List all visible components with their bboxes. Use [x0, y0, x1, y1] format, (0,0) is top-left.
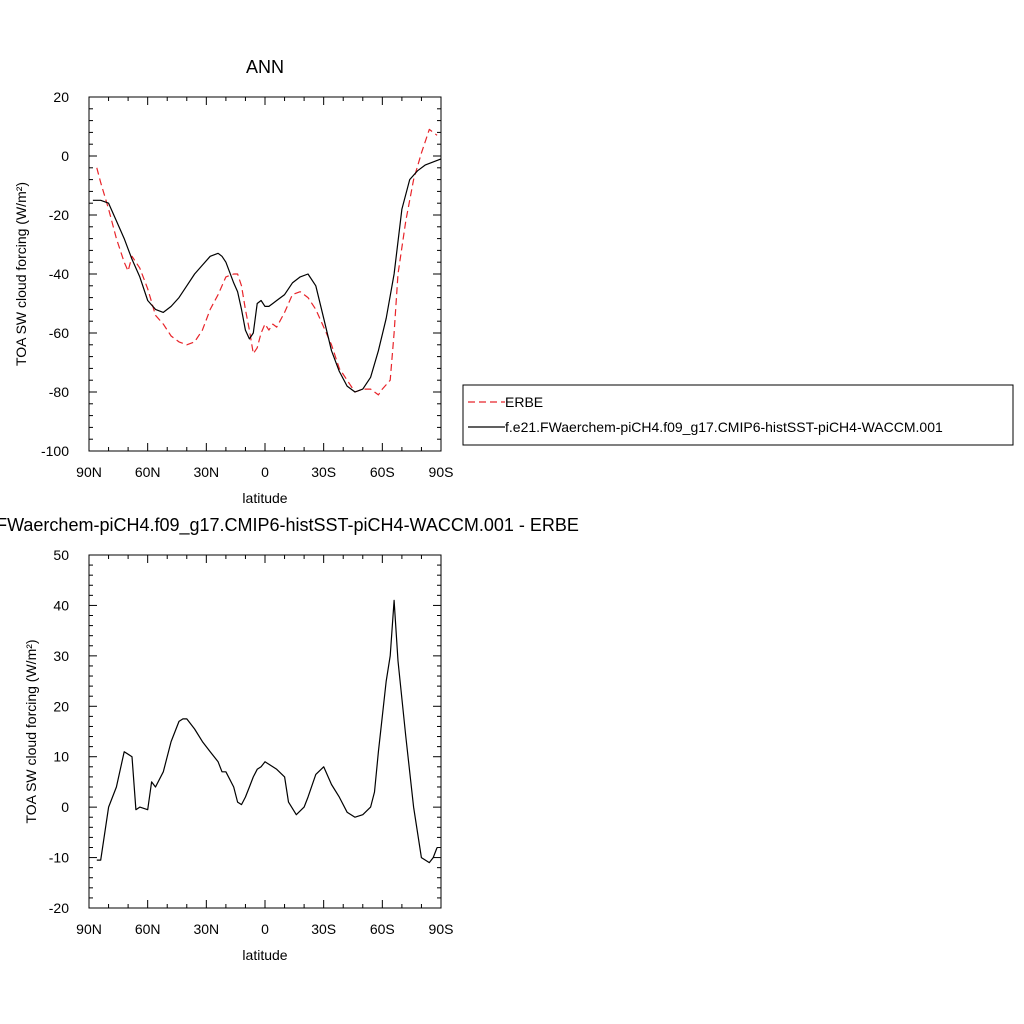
- x-tick-label: 60N: [135, 921, 161, 937]
- x-tick-label: 30S: [311, 464, 336, 480]
- y-tick-label: -100: [41, 443, 69, 459]
- series-line-model: [92, 158, 442, 393]
- legend-label: ERBE: [505, 394, 543, 410]
- y-tick-label: 10: [53, 749, 69, 765]
- legend: ERBE f.e21.FWaerchem-piCH4.f09_g17.CMIP6-…: [462, 384, 1014, 446]
- x-tick-label: 60S: [370, 921, 395, 937]
- y-tick-label: -40: [49, 266, 69, 282]
- legend-box: [462, 384, 1014, 446]
- series-line-erbe: [96, 128, 438, 396]
- y-tick-label: 20: [53, 698, 69, 714]
- y-tick-label: -80: [49, 384, 69, 400]
- x-tick-label: 90N: [76, 464, 102, 480]
- chart-title: ANN: [246, 57, 284, 77]
- top-panel: ANN 20 0 -20 -40 -60 -80 -100 90N 60N 30N 0 30S 60S 90…: [13, 57, 453, 506]
- x-tick-label: 30N: [193, 464, 219, 480]
- y-tick-label: -60: [49, 325, 69, 341]
- x-tick-label: 30N: [193, 921, 219, 937]
- y-tick-label: 40: [53, 597, 69, 613]
- chart-title: f.e21.FWaerchem-piCH4.f09_g17.CMIP6-hist…: [0, 515, 579, 536]
- x-tick-label: 90S: [429, 464, 454, 480]
- y-tick-label: 0: [61, 148, 69, 164]
- y-tick-label: 50: [53, 547, 69, 563]
- x-tick-label: 60N: [135, 464, 161, 480]
- y-tick-label: -10: [49, 850, 69, 866]
- legend-label: f.e21.FWaerchem-piCH4.f09_g17.CMIP6-hist…: [505, 419, 943, 435]
- y-axis-label: TOA SW cloud forcing (W/m²): [23, 639, 39, 823]
- x-axis-label: latitude: [242, 947, 287, 963]
- x-tick-label: 90N: [76, 921, 102, 937]
- x-tick-label: 60S: [370, 464, 395, 480]
- x-tick-label: 30S: [311, 921, 336, 937]
- y-tick-label: 30: [53, 648, 69, 664]
- series-line-model: [96, 599, 438, 864]
- x-axis-label: latitude: [242, 490, 287, 506]
- y-tick-label: -20: [49, 900, 69, 916]
- y-tick-label: 20: [53, 89, 69, 105]
- x-tick-label: 0: [261, 921, 269, 937]
- y-tick-label: -20: [49, 207, 69, 223]
- y-tick-label: 0: [61, 799, 69, 815]
- y-axis-label: TOA SW cloud forcing (W/m²): [13, 182, 29, 366]
- x-tick-label: 0: [261, 464, 269, 480]
- plot-frame: [88, 554, 442, 909]
- bottom-panel: f.e21.FWaerchem-piCH4.f09_g17.CMIP6-hist…: [0, 515, 579, 963]
- x-tick-label: 90S: [429, 921, 454, 937]
